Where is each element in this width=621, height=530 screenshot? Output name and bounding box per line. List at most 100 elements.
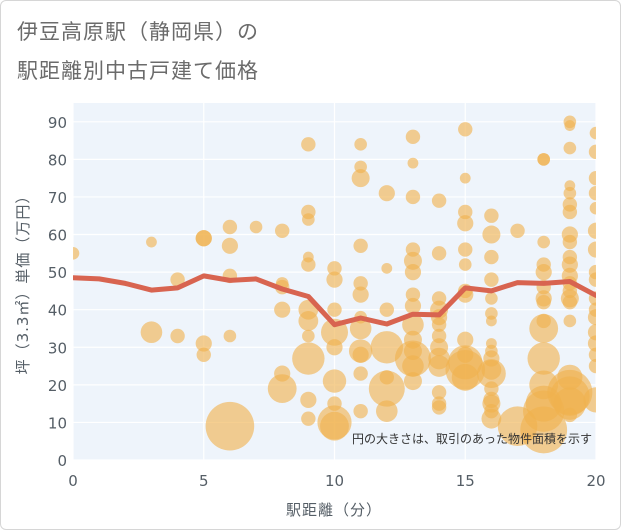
chart-title-line2: 駅距離別中古戸建て価格: [17, 59, 259, 83]
data-bubble: [405, 129, 421, 145]
y-tick-label: 20: [48, 377, 67, 395]
data-bubble: [221, 237, 238, 254]
data-bubble: [370, 331, 403, 364]
data-bubble: [140, 321, 163, 344]
data-bubble: [354, 138, 367, 151]
y-tick-label: 70: [48, 189, 67, 207]
data-bubble: [520, 406, 568, 454]
data-bubble: [326, 271, 343, 288]
data-bubble: [402, 355, 424, 377]
y-axis-label: 坪（3.3㎡）単価（万円）: [14, 188, 32, 375]
data-bubble: [458, 204, 473, 220]
data-bubble: [146, 236, 157, 248]
data-bubble: [352, 346, 369, 363]
data-bubble: [428, 355, 450, 377]
data-bubble: [458, 122, 473, 137]
y-tick-label: 50: [48, 264, 67, 282]
y-tick-label: 80: [48, 151, 67, 169]
data-bubble: [302, 329, 315, 343]
data-bubble: [589, 201, 596, 215]
data-bubble: [588, 185, 596, 201]
data-bubble: [527, 342, 560, 375]
data-bubble: [404, 297, 422, 315]
data-bubble: [249, 220, 263, 234]
data-bubble: [431, 246, 447, 261]
data-bubble: [403, 372, 422, 391]
data-bubble: [302, 213, 315, 226]
data-bubble: [588, 347, 596, 362]
data-bubble: [510, 223, 525, 238]
data-bubble: [73, 247, 80, 260]
data-bubble: [353, 238, 368, 253]
data-bubble: [588, 358, 596, 374]
data-bubble: [402, 313, 424, 336]
data-bubble: [563, 186, 577, 200]
data-bubble: [327, 302, 342, 317]
x-tick-label: 5: [199, 472, 209, 490]
data-bubble: [407, 157, 419, 169]
y-tick-label: 90: [48, 114, 67, 132]
data-bubble: [275, 223, 290, 238]
data-bubble: [353, 403, 368, 419]
data-bubble: [583, 387, 596, 413]
data-bubble: [588, 272, 596, 287]
data-bubble: [457, 215, 474, 232]
data-bubble: [587, 241, 596, 258]
data-bubble: [301, 411, 316, 426]
data-bubble: [588, 170, 596, 186]
bubble-size-note: 円の大きさは、取引のあった物件面積を示す: [352, 431, 592, 446]
data-bubble: [195, 335, 212, 352]
data-bubble: [482, 225, 501, 244]
chart-title-line1: 伊豆高原駅（静岡県）の: [17, 20, 259, 44]
data-bubble: [477, 359, 506, 388]
y-tick-label: 60: [48, 227, 67, 245]
data-bubble: [292, 342, 325, 375]
data-bubble: [379, 302, 394, 317]
data-bubble: [431, 317, 447, 332]
data-bubble: [484, 208, 499, 223]
data-bubble: [431, 400, 447, 415]
data-bubble: [351, 169, 370, 188]
data-bubble: [223, 329, 237, 343]
x-tick-label: 20: [586, 472, 605, 490]
data-bubble: [562, 294, 578, 310]
x-tick-label: 0: [68, 472, 78, 490]
y-tick-label: 0: [57, 452, 67, 470]
data-bubble: [403, 251, 422, 270]
data-bubble: [326, 339, 343, 356]
data-bubble: [376, 400, 398, 422]
data-bubble: [562, 407, 578, 423]
data-bubble: [563, 141, 577, 155]
data-bubble: [405, 189, 421, 205]
data-bubble: [458, 242, 473, 257]
data-bubble: [536, 294, 551, 310]
data-bubble: [588, 144, 596, 160]
data-bubble: [298, 311, 319, 331]
data-bubble: [587, 335, 596, 352]
data-bubble: [349, 317, 372, 340]
data-bubble: [457, 331, 474, 348]
data-bubble: [222, 219, 238, 235]
data-bubble: [459, 172, 471, 184]
axis-ticks: 0 5 10 15 20 0 10 20 30 40 50 60 70 80 90: [48, 114, 606, 490]
data-bubble: [562, 234, 578, 250]
data-bubble: [381, 262, 393, 274]
data-bubble: [405, 287, 421, 302]
x-tick-label: 10: [325, 472, 344, 490]
data-bubble: [535, 264, 552, 281]
data-bubble: [404, 264, 422, 281]
data-bubble: [561, 256, 578, 273]
data-bubble: [537, 153, 550, 166]
data-bubble: [451, 363, 479, 391]
data-bubble: [553, 387, 587, 420]
data-bubble: [170, 328, 185, 344]
data-bubble: [562, 204, 578, 220]
x-tick-label: 15: [456, 472, 475, 490]
data-bubble: [378, 185, 395, 202]
data-bubble: [352, 286, 369, 303]
data-bubble: [267, 374, 297, 403]
data-bubble: [195, 230, 212, 247]
data-bubble: [327, 261, 342, 276]
data-bubble: [301, 257, 316, 272]
